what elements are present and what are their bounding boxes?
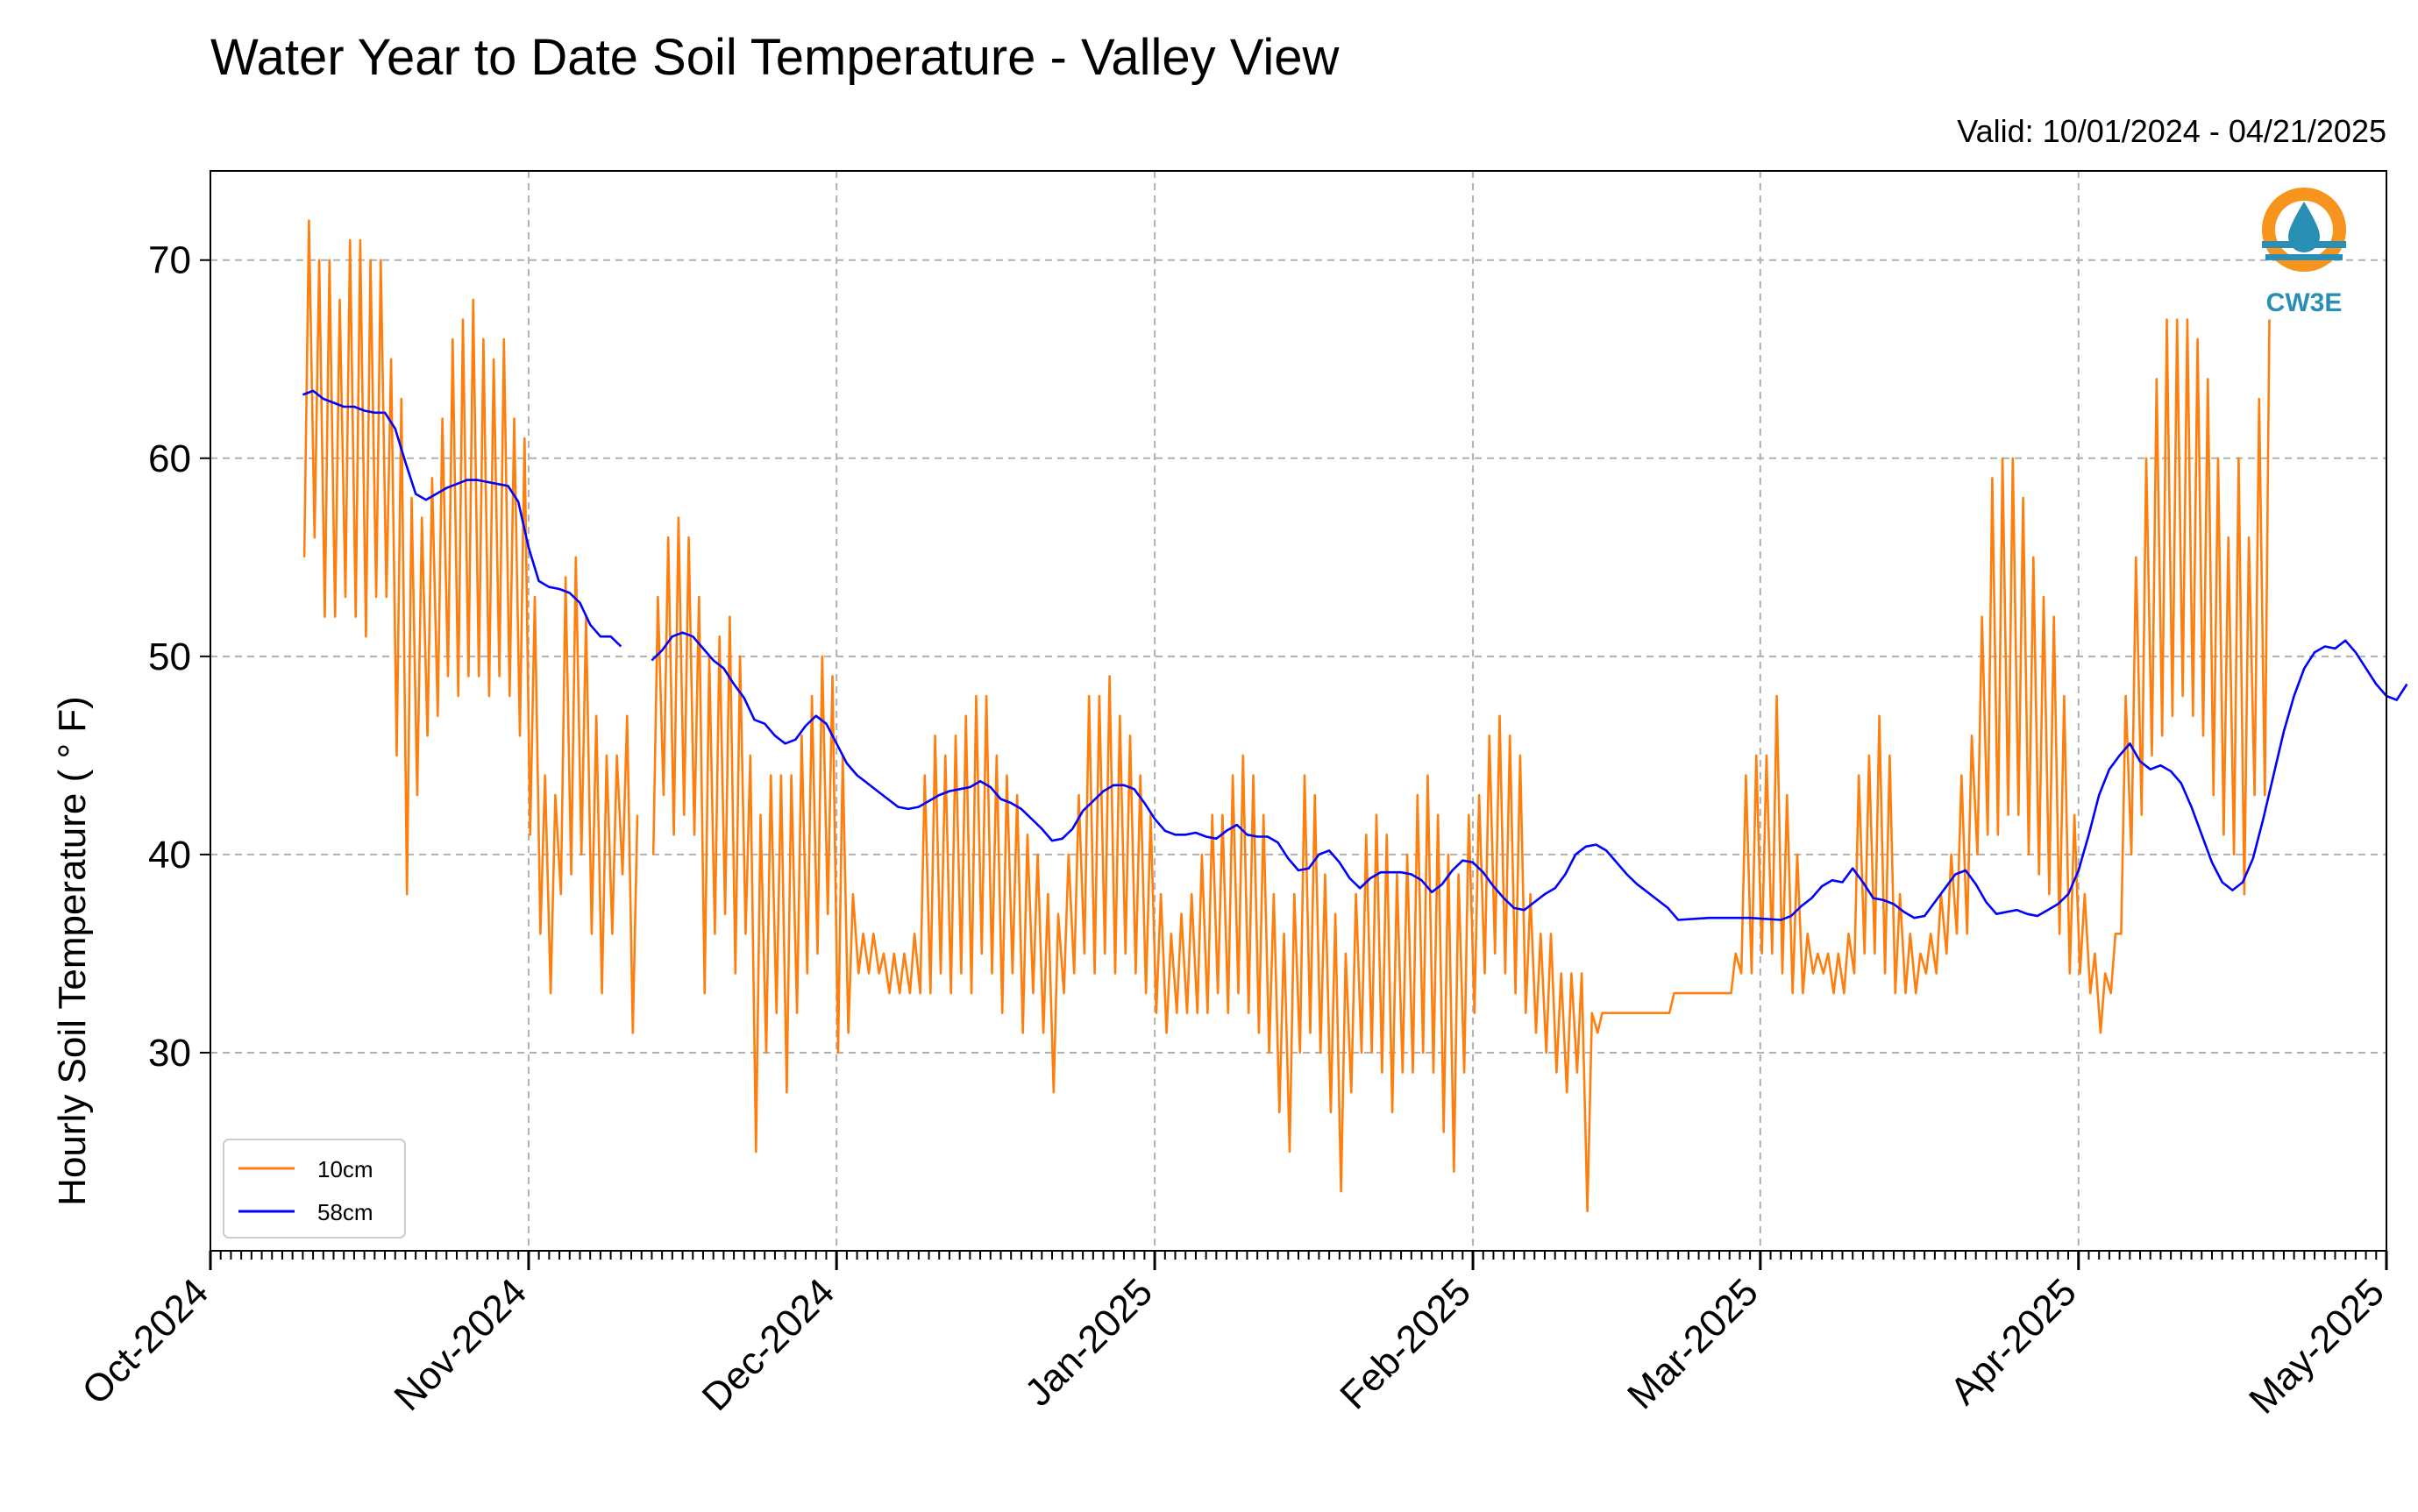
y-tick-labels: 30 40 50 60 70 xyxy=(148,239,191,1075)
y-axis-label: Hourly Soil Temperature ( ° F) xyxy=(51,696,94,1206)
logo-drop-icon xyxy=(2288,202,2320,252)
y-tick-label: 70 xyxy=(148,239,191,282)
axes xyxy=(200,170,2388,1270)
chart-subtitle: Valid: 10/01/2024 - 04/21/2025 xyxy=(1957,113,2386,149)
logo-text: CW3E xyxy=(2266,288,2343,317)
legend: 10cm 58cm xyxy=(223,1139,406,1239)
y-tick-label: 30 xyxy=(148,1032,191,1075)
series-line-10cm xyxy=(302,219,639,1034)
series-lines xyxy=(302,219,2408,1213)
legend-label-58cm: 58cm xyxy=(317,1199,373,1225)
logo-wave-icon xyxy=(2265,254,2343,260)
series-line-10cm xyxy=(651,318,2271,1213)
y-tick-label: 40 xyxy=(148,834,191,877)
cw3e-logo: CW3E xyxy=(2262,188,2346,317)
logo-wave-icon xyxy=(2262,241,2346,248)
plot-frame xyxy=(210,170,2387,1252)
y-tick-label: 60 xyxy=(148,437,191,480)
series-line-58cm xyxy=(302,389,622,648)
gridlines xyxy=(210,171,2386,1251)
y-tick-label: 50 xyxy=(148,635,191,678)
series-line-58cm xyxy=(651,631,2408,921)
legend-box xyxy=(223,1139,406,1239)
legend-label-10cm: 10cm xyxy=(317,1156,373,1182)
chart-title: Water Year to Date Soil Temperature - Va… xyxy=(210,29,1340,86)
